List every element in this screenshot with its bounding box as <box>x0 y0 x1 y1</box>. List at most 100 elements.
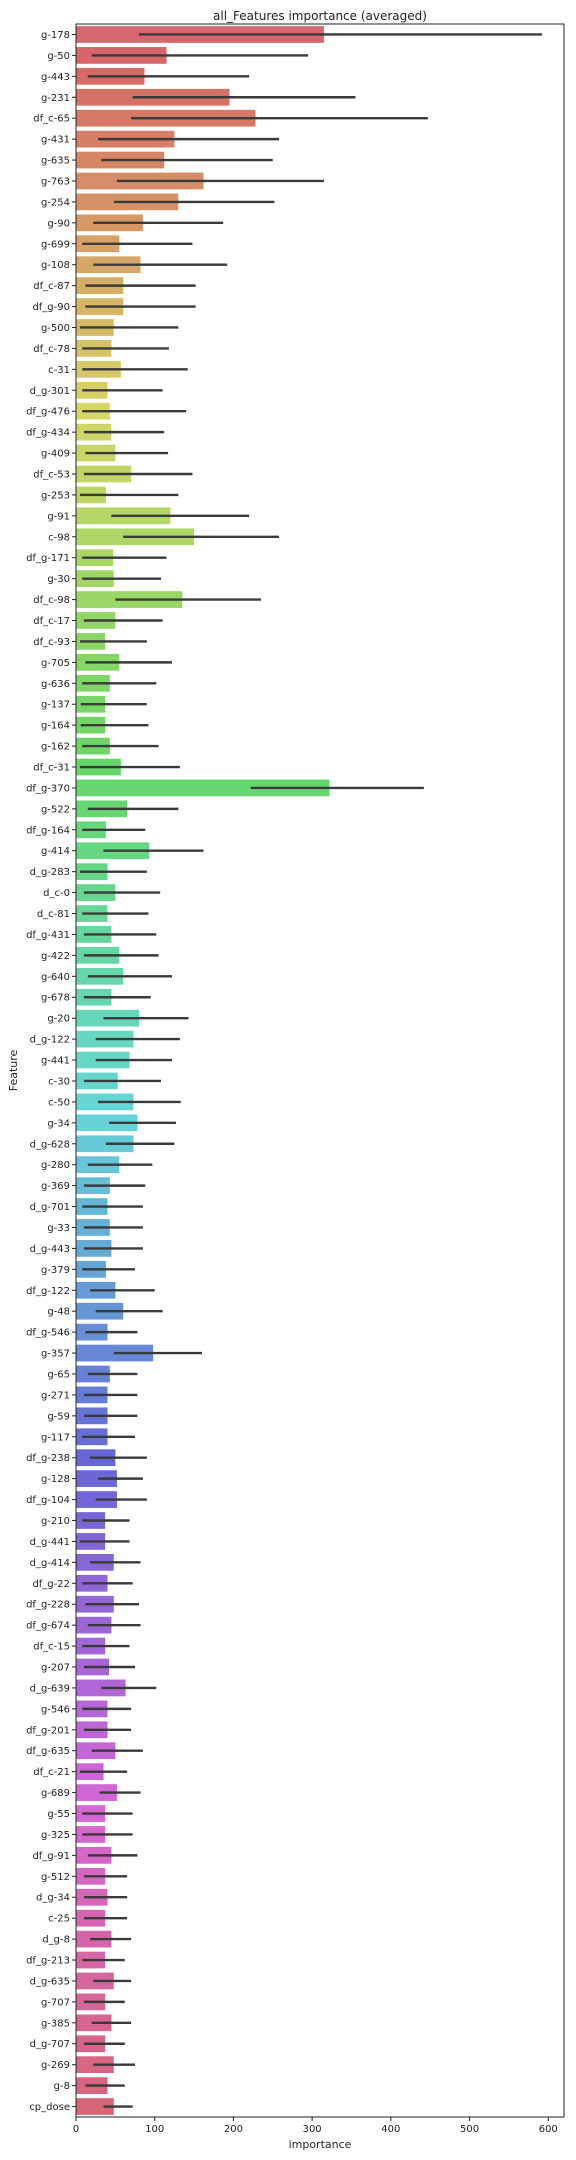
y-tick-label: g-443 <box>41 72 70 83</box>
y-tick-label: df_g-635 <box>26 1746 70 1757</box>
y-tick-label: g-635 <box>41 156 70 167</box>
y-tick-label: df_g-22 <box>32 1579 70 1590</box>
y-tick-label: d_g-635 <box>30 1976 70 1987</box>
x-axis-title: importance <box>289 2138 352 2151</box>
y-tick-label: df_c-78 <box>33 344 70 355</box>
x-tick-label: 100 <box>145 2124 164 2135</box>
y-tick-label: g-678 <box>41 993 70 1004</box>
y-tick-label: g-325 <box>41 1830 70 1841</box>
y-tick-label: df_g-238 <box>26 1453 70 1464</box>
y-tick-label: g-269 <box>41 2060 70 2071</box>
bar-d_g-639 <box>76 1679 126 1697</box>
y-tick-label: df_c-31 <box>33 763 70 774</box>
x-tick-label: 0 <box>73 2124 79 2135</box>
bar-cp_dose <box>76 2098 114 2115</box>
y-tick-label: g-379 <box>41 1265 70 1276</box>
x-tick-label: 500 <box>460 2124 479 2135</box>
y-tick-label: c-50 <box>48 1097 70 1108</box>
y-tick-label: df_g-370 <box>26 783 70 794</box>
y-tick-label: g-30 <box>47 574 70 585</box>
y-tick-label: df_g-674 <box>26 1621 70 1632</box>
y-tick-label: d_g-701 <box>30 1202 70 1213</box>
y-tick-label: df_g-164 <box>26 825 70 836</box>
bars-layer <box>76 26 330 2115</box>
y-tick-label: g-20 <box>47 1014 70 1025</box>
y-tick-label: df_g-104 <box>26 1495 70 1506</box>
x-tick-label: 600 <box>539 2124 558 2135</box>
y-tick-label: d_g-707 <box>30 2039 70 2050</box>
y-tick-label: c-25 <box>48 1914 70 1925</box>
y-tick-label: df_c-17 <box>33 616 70 627</box>
y-tick-label: g-137 <box>41 700 70 711</box>
y-tick-label: g-414 <box>41 846 70 857</box>
y-tick-label: df_g-201 <box>26 1725 70 1736</box>
x-tick-label: 200 <box>224 2124 243 2135</box>
y-tick-label: c-31 <box>48 365 70 376</box>
y-tick-label: g-90 <box>47 218 70 229</box>
y-tick-label: c-98 <box>48 532 70 543</box>
chart-title: all_Features importance (averaged) <box>213 9 427 23</box>
y-tick-label: g-512 <box>41 1872 70 1883</box>
bar-g-689 <box>76 1784 117 1801</box>
y-tick-label: d_c-0 <box>43 888 70 899</box>
y-tick-label: g-117 <box>41 1432 70 1443</box>
y-tick-label: g-65 <box>47 1369 70 1380</box>
y-tick-label: g-231 <box>41 93 70 104</box>
bar-d_g-628 <box>76 1135 134 1153</box>
y-tick-label: d_g-414 <box>30 1558 70 1569</box>
y-tick-label: g-8 <box>54 2081 70 2092</box>
y-tick-label: g-763 <box>41 176 70 187</box>
y-tick-label: g-108 <box>41 260 70 271</box>
y-axis: g-178 g-50 g-443 g-231 df_c-65 g-431 g-635 g-76… <box>26 30 76 2113</box>
y-tick-label: g-409 <box>41 449 70 460</box>
y-tick-label: g-500 <box>41 323 70 334</box>
y-tick-label: g-210 <box>41 1516 70 1527</box>
y-tick-label: g-254 <box>41 197 70 208</box>
y-tick-label: g-546 <box>41 1704 70 1715</box>
y-tick-label: d_g-639 <box>30 1683 70 1694</box>
y-tick-label: g-636 <box>41 679 70 690</box>
y-tick-label: df_c-87 <box>33 281 70 292</box>
y-tick-label: g-522 <box>41 804 70 815</box>
y-tick-label: d_c-81 <box>37 909 70 920</box>
y-tick-label: c-30 <box>48 1076 70 1087</box>
y-tick-label: g-48 <box>47 1307 70 1318</box>
y-tick-label: df_c-15 <box>33 1642 70 1653</box>
y-tick-label: g-280 <box>41 1160 70 1171</box>
y-tick-label: g-34 <box>47 1118 70 1129</box>
y-tick-label: df_c-53 <box>33 469 70 480</box>
y-tick-label: d_g-122 <box>30 1035 70 1046</box>
y-tick-label: d_g-443 <box>30 1244 70 1255</box>
bar-g-34 <box>76 1114 138 1132</box>
y-tick-label: g-640 <box>41 972 70 983</box>
y-tick-label: g-699 <box>41 239 70 250</box>
y-tick-label: g-162 <box>41 742 70 753</box>
y-tick-label: g-369 <box>41 1181 70 1192</box>
y-tick-label: g-271 <box>41 1390 70 1401</box>
y-tick-label: df_c-98 <box>33 595 70 606</box>
bar-df_g-370 <box>76 779 330 797</box>
y-tick-label: g-59 <box>47 1411 70 1422</box>
y-tick-label: d_g-8 <box>42 1935 70 1946</box>
y-tick-label: df_g-213 <box>26 1956 70 1967</box>
y-tick-label: g-441 <box>41 1056 70 1067</box>
y-tick-label: df_g-431 <box>26 930 70 941</box>
y-tick-label: d_g-34 <box>36 1893 70 1904</box>
y-tick-label: g-357 <box>41 1349 70 1360</box>
y-tick-label: d_g-301 <box>30 386 70 397</box>
bar-g-128 <box>76 1470 117 1488</box>
y-tick-label: df_g-476 <box>26 407 70 418</box>
y-tick-label: g-50 <box>47 51 70 62</box>
y-tick-label: df_g-228 <box>26 1600 70 1611</box>
y-tick-label: df_g-434 <box>26 428 70 439</box>
y-tick-label: g-689 <box>41 1788 70 1799</box>
y-tick-label: df_c-93 <box>33 637 70 648</box>
y-tick-label: df_g-171 <box>26 553 70 564</box>
y-tick-label: d_g-283 <box>30 867 70 878</box>
y-tick-label: g-55 <box>47 1809 70 1820</box>
y-tick-label: df_c-21 <box>33 1767 70 1778</box>
plot-frame <box>75 23 565 2118</box>
x-tick-label: 400 <box>381 2124 400 2135</box>
y-tick-label: g-385 <box>41 2018 70 2029</box>
